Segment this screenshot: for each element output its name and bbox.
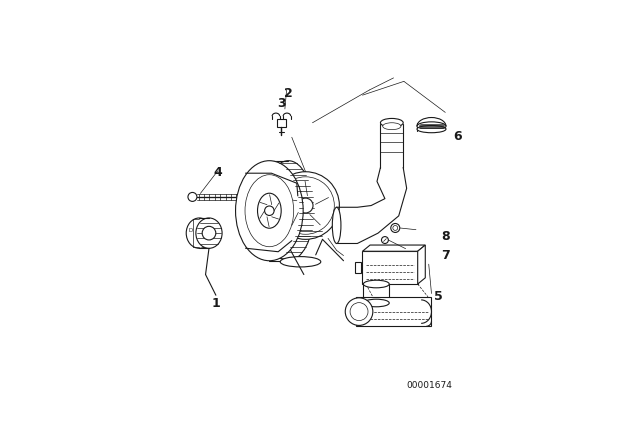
- Ellipse shape: [380, 118, 403, 127]
- Ellipse shape: [417, 122, 446, 130]
- Ellipse shape: [280, 257, 321, 267]
- Circle shape: [391, 224, 400, 233]
- Polygon shape: [362, 251, 418, 284]
- Text: D: D: [189, 228, 193, 233]
- Text: 5: 5: [434, 290, 443, 303]
- Polygon shape: [362, 245, 425, 251]
- Circle shape: [202, 226, 216, 240]
- Ellipse shape: [364, 280, 389, 288]
- Polygon shape: [276, 119, 286, 126]
- Ellipse shape: [196, 218, 222, 248]
- Text: 00001674: 00001674: [406, 381, 452, 390]
- Ellipse shape: [417, 125, 446, 133]
- Circle shape: [381, 237, 388, 244]
- Ellipse shape: [332, 207, 341, 244]
- Ellipse shape: [257, 193, 281, 228]
- Ellipse shape: [263, 161, 314, 261]
- Ellipse shape: [364, 299, 389, 307]
- Ellipse shape: [236, 161, 303, 261]
- Ellipse shape: [245, 175, 294, 247]
- Circle shape: [393, 225, 397, 230]
- Circle shape: [345, 298, 373, 325]
- Circle shape: [188, 193, 197, 202]
- Text: 4: 4: [213, 166, 222, 179]
- Polygon shape: [356, 297, 431, 326]
- Circle shape: [272, 172, 339, 239]
- Circle shape: [298, 198, 313, 213]
- Ellipse shape: [383, 123, 401, 129]
- Text: 6: 6: [453, 130, 461, 143]
- Text: 1: 1: [211, 297, 220, 310]
- Text: 7: 7: [441, 249, 450, 262]
- Polygon shape: [418, 245, 425, 284]
- Text: 2: 2: [284, 87, 292, 100]
- Circle shape: [277, 177, 334, 234]
- Text: 3: 3: [277, 97, 285, 110]
- Polygon shape: [355, 263, 361, 273]
- Circle shape: [264, 206, 274, 215]
- Circle shape: [350, 303, 368, 321]
- Ellipse shape: [186, 218, 212, 248]
- Text: 8: 8: [441, 230, 449, 243]
